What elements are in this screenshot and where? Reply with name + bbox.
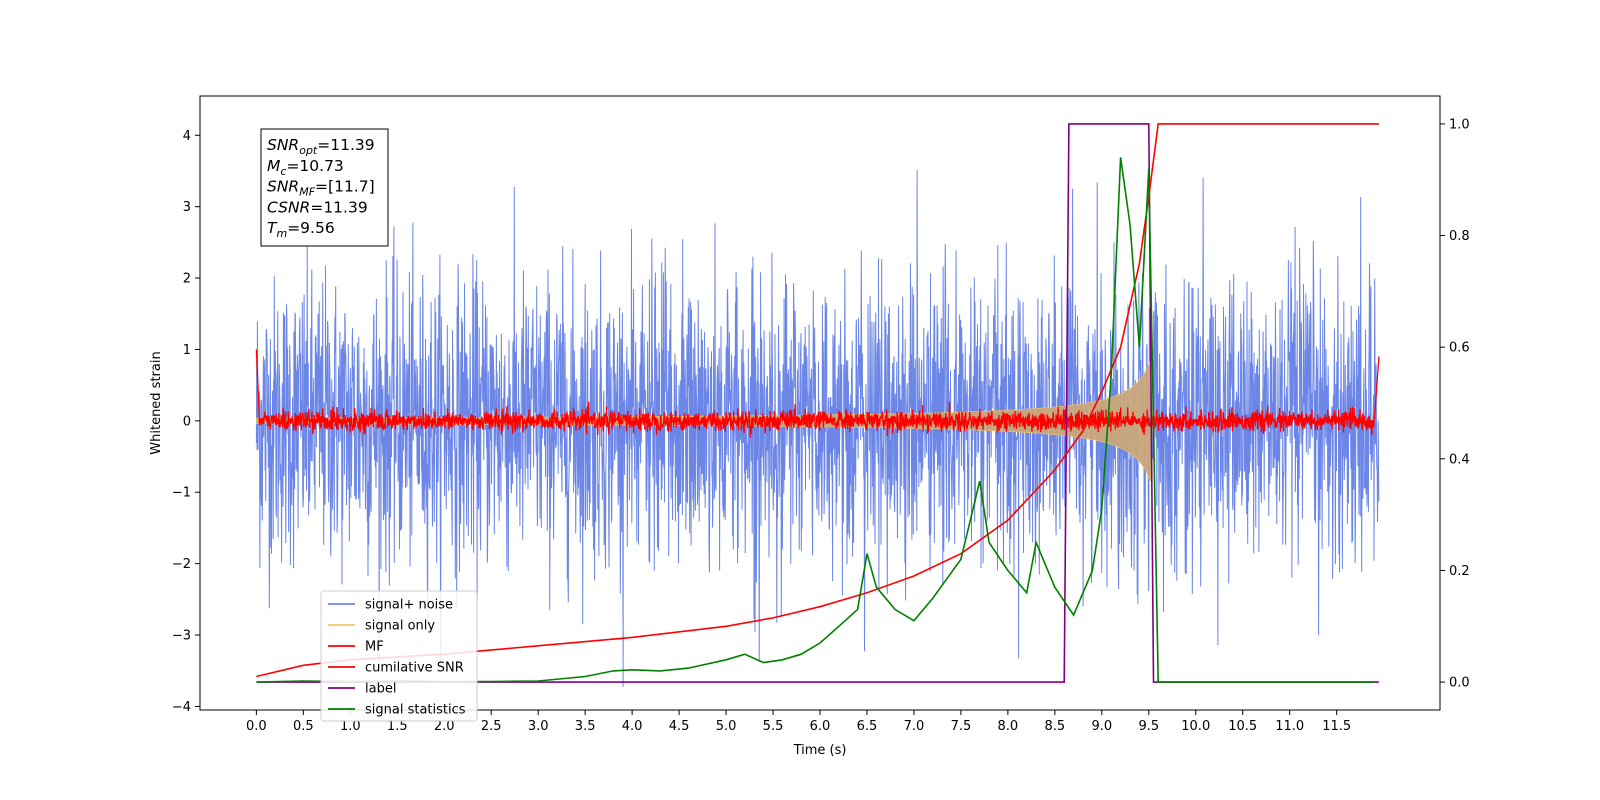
y-tick-label-right: 0.6 — [1449, 341, 1470, 356]
legend-label: cumilative SNR — [365, 661, 464, 676]
legend-label: signal+ noise — [365, 598, 453, 613]
legend-label: label — [365, 682, 396, 697]
x-tick-label: 11.5 — [1322, 719, 1351, 734]
annotation-symbol: CSNR — [267, 198, 310, 216]
annotation-value: =11.39 — [310, 198, 367, 216]
y-tick-label-left: −3 — [172, 629, 191, 644]
y-tick-label-left: −2 — [172, 557, 191, 572]
annotation-value: =[11.7] — [315, 178, 375, 196]
x-tick-label: 10.0 — [1181, 719, 1210, 734]
x-tick-label: 3.0 — [528, 719, 549, 734]
x-tick-label: 6.0 — [810, 719, 831, 734]
x-tick-label: 9.5 — [1138, 719, 1159, 734]
y-tick-label-left: −4 — [172, 700, 191, 715]
x-tick-label: 2.5 — [481, 719, 502, 734]
x-tick-label: 7.0 — [904, 719, 925, 734]
annotation-box: SNRopt=11.39 Mc=10.73 SNRMF=[11.7] CSNR=11.… — [260, 128, 389, 247]
y-tick-label-left: 0 — [183, 414, 191, 429]
annotation-subscript: c — [280, 165, 286, 178]
x-tick-label: 2.0 — [434, 719, 455, 734]
y-tick-label-right: 0.2 — [1449, 564, 1470, 579]
annotation-symbol: T — [267, 219, 278, 237]
x-tick-label: 0.0 — [246, 719, 267, 734]
annotation-symbol: SNR — [267, 178, 299, 196]
annotation-subscript: m — [276, 227, 287, 240]
y-tick-label-right: 1.0 — [1449, 117, 1470, 132]
series-mf — [255, 349, 1380, 438]
x-tick-label: 8.0 — [998, 719, 1019, 734]
y-tick-label-left: 2 — [183, 272, 191, 287]
x-tick-label: 3.5 — [575, 719, 596, 734]
x-axis-label: Time (s) — [793, 743, 847, 758]
annotation-value: =11.39 — [317, 136, 374, 154]
y-tick-label-left: 3 — [183, 200, 191, 215]
x-tick-label: 5.5 — [763, 719, 784, 734]
annotation-value: =10.73 — [286, 157, 343, 175]
y-tick-label-left: 4 — [183, 129, 191, 144]
annotation-subscript: opt — [299, 144, 318, 157]
legend-label: signal statistics — [365, 703, 466, 718]
x-tick-label: 4.5 — [669, 719, 690, 734]
annotation-subscript: MF — [299, 186, 315, 199]
legend: signal+ noise signal only MF cumilative SNR… — [320, 590, 478, 722]
series-signal-statistics — [256, 157, 1375, 683]
y-tick-label-right: 0.8 — [1449, 229, 1470, 244]
legend-label: signal only — [365, 619, 435, 634]
x-tick-label: 6.5 — [857, 719, 878, 734]
legend-label: MF — [365, 640, 384, 655]
x-tick-label: 8.5 — [1045, 719, 1066, 734]
x-tick-label: 0.5 — [293, 719, 314, 734]
y-tick-label-right: 0.4 — [1449, 452, 1470, 467]
x-tick-label: 11.0 — [1275, 719, 1304, 734]
x-tick-label: 5.0 — [716, 719, 737, 734]
annotation-value: =9.56 — [287, 219, 335, 237]
x-tick-label: 1.0 — [340, 719, 361, 734]
series-signal-noise — [255, 169, 1380, 687]
y-tick-label-left: −1 — [172, 486, 191, 501]
x-tick-label: 7.5 — [951, 719, 972, 734]
annotation-symbol: M — [267, 157, 280, 175]
y-tick-label-left: 1 — [183, 343, 191, 358]
x-tick-label: 9.0 — [1091, 719, 1112, 734]
x-tick-label: 4.0 — [622, 719, 643, 734]
annotation-symbol: SNR — [267, 136, 299, 154]
y-axis-label: Whitened strain — [149, 351, 164, 454]
x-tick-label: 10.5 — [1228, 719, 1257, 734]
y-tick-label-right: 0.0 — [1449, 676, 1470, 691]
x-tick-label: 1.5 — [387, 719, 408, 734]
